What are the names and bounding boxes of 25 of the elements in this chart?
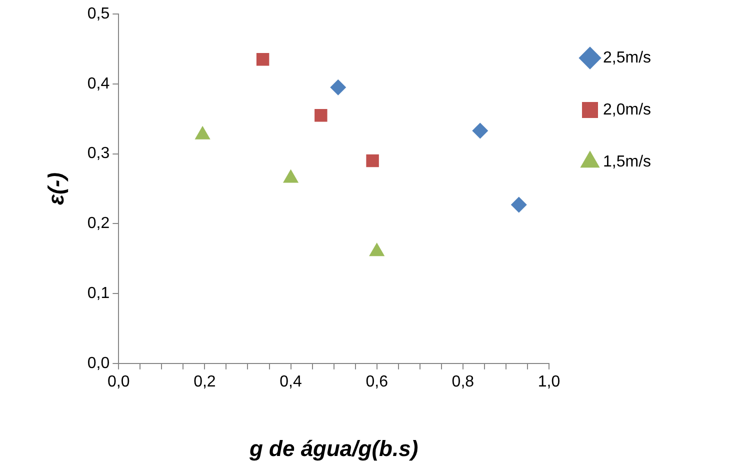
legend-label: 1,5m/s [603, 153, 652, 170]
point [510, 196, 527, 213]
point [369, 242, 385, 256]
y-tick-label: 0,4 [87, 75, 110, 92]
point [256, 53, 270, 66]
x-tick-label: 0,6 [366, 373, 388, 390]
x-tick-label: 0,8 [452, 373, 474, 390]
point [330, 79, 346, 96]
point [366, 154, 379, 168]
y-tick-label: 0,0 [87, 354, 110, 372]
x-tick-label: 1,0 [538, 373, 560, 390]
x-tick-label: 0,4 [280, 373, 302, 390]
point [282, 169, 299, 183]
y-tick-label: 0,1 [87, 284, 110, 302]
point [472, 122, 488, 139]
legend-label: 2,0m/s [603, 101, 652, 118]
y-axis-title: ε(-) [43, 172, 68, 205]
legend-label: 2,5m/s [603, 49, 652, 66]
x-axis-title: g de água/g(b.s) [248, 436, 418, 461]
x-tick-label: 0,2 [194, 373, 216, 390]
y-tick-label: 0,3 [87, 145, 110, 162]
point [314, 108, 328, 122]
x-tick-label: 0,0 [108, 373, 130, 390]
y-tick-label: 0,5 [87, 5, 110, 22]
y-tick-label: 0,2 [87, 215, 110, 232]
